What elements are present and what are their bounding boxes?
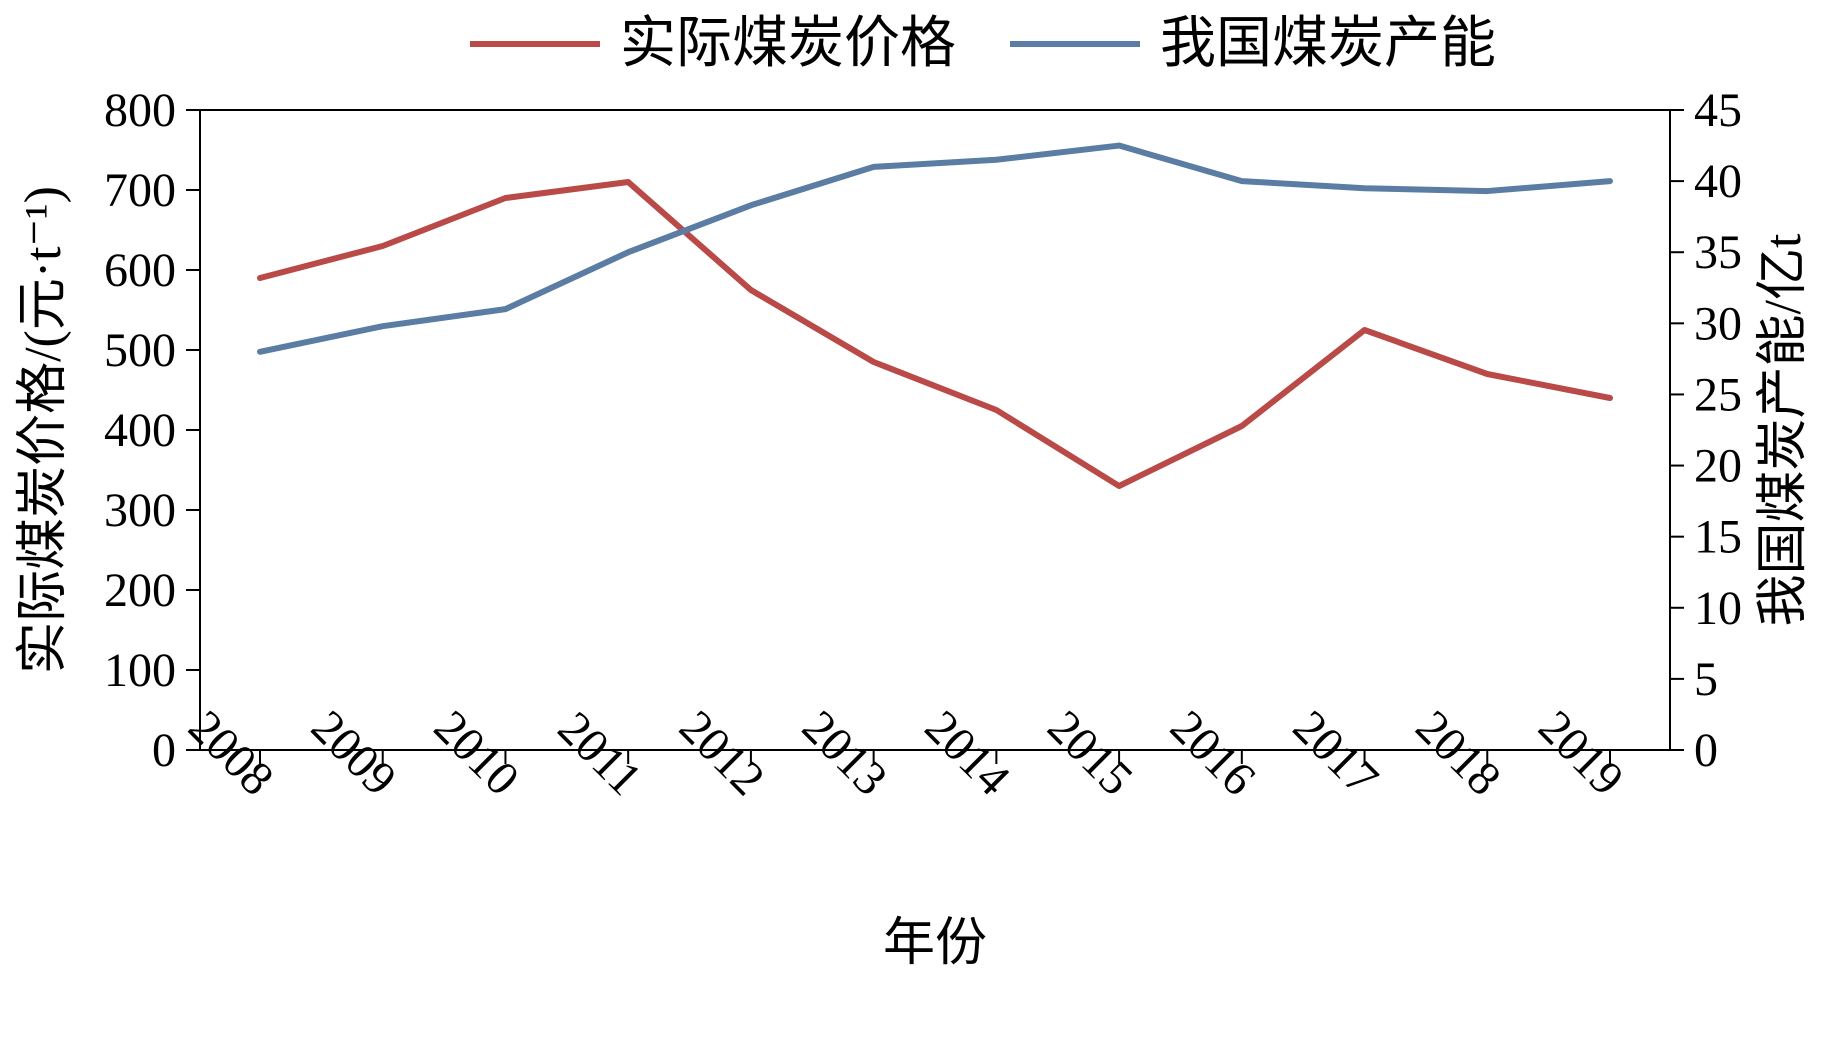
y-left-title: 实际煤炭价格/(元·t⁻¹) <box>15 186 72 674</box>
y-right-axis: 0 5 10 15 20 25 30 35 40 45 <box>1670 84 1742 777</box>
y-right-tick-label: 30 <box>1694 297 1742 350</box>
series-price <box>260 182 1610 486</box>
x-axis: 2008200920102011201220132014201520162017… <box>178 700 1633 805</box>
legend-item-capacity: 我国煤炭产能 <box>1010 13 1496 75</box>
y-right-tick-label: 15 <box>1694 511 1742 564</box>
y-left-tick-label: 400 <box>104 404 176 457</box>
y-right-tick-label: 10 <box>1694 582 1742 635</box>
x-tick-label: 2012 <box>669 700 774 805</box>
plot-frame <box>200 110 1670 750</box>
y-left-tick-label: 300 <box>104 484 176 537</box>
coal-price-capacity-chart: 实际煤炭价格 我国煤炭产能 0100200300400500600700800 … <box>0 0 1848 1043</box>
y-left-tick-label: 700 <box>104 164 176 217</box>
y-left-tick-label: 200 <box>104 564 176 617</box>
y-right-tick-label: 35 <box>1694 226 1742 279</box>
legend-label-price: 实际煤炭价格 <box>620 13 956 75</box>
y-right-tick-label: 0 <box>1694 724 1718 777</box>
y-left-tick-label: 0 <box>152 724 176 777</box>
legend-label-capacity: 我国煤炭产能 <box>1160 13 1496 75</box>
y-right-tick-label: 5 <box>1694 653 1718 706</box>
x-tick-label: 2009 <box>301 700 406 805</box>
x-tick-label: 2014 <box>915 700 1020 805</box>
y-right-tick-label: 45 <box>1694 84 1742 137</box>
legend: 实际煤炭价格 我国煤炭产能 <box>470 13 1496 75</box>
x-tick-label: 2008 <box>178 700 283 805</box>
x-tick-label: 2010 <box>424 700 529 805</box>
x-tick-label: 2018 <box>1406 700 1511 805</box>
x-tick-label: 2016 <box>1160 700 1265 805</box>
x-tick-label: 2011 <box>548 702 652 806</box>
y-right-tick-label: 40 <box>1694 155 1742 208</box>
y-left-tick-label: 100 <box>104 644 176 697</box>
y-right-tick-label: 20 <box>1694 440 1742 493</box>
x-tick-label: 2013 <box>792 700 897 805</box>
y-left-axis: 0 100 200 300 400 500 600 700 800 <box>104 84 200 777</box>
x-tick-label: 2017 <box>1283 700 1388 805</box>
x-axis-title: 年份 <box>883 915 987 972</box>
y-left-tick-label: 800 <box>104 84 176 137</box>
x-tick-label: 2015 <box>1037 700 1142 805</box>
legend-item-price: 实际煤炭价格 <box>470 13 956 75</box>
y-right-title: 我国煤炭产能/亿t <box>1755 233 1812 626</box>
y-left-tick-label: 600 <box>104 244 176 297</box>
series-capacity <box>260 146 1610 352</box>
x-tick-label: 2019 <box>1528 700 1633 805</box>
y-left-tick-label: 500 <box>104 324 176 377</box>
y-right-tick-label: 25 <box>1694 368 1742 421</box>
